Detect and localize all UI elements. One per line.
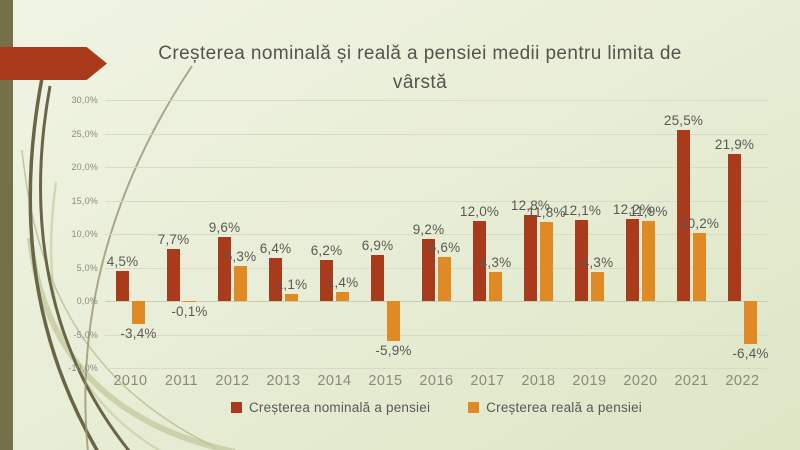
y-tick-label: 0,0% xyxy=(76,296,98,306)
bar-nominal-2012 xyxy=(218,236,231,301)
bar-nominal-2013 xyxy=(269,258,282,301)
data-label-nominal-2010: 4,5% xyxy=(106,253,139,269)
legend-item-nominal: Creșterea nominală a pensiei xyxy=(230,400,431,415)
data-label-real-2016: 6,6% xyxy=(428,239,461,255)
y-tick-label: -5,0% xyxy=(73,330,98,340)
bar-nominal-2017 xyxy=(473,220,486,301)
bar-nominal-2014 xyxy=(320,259,333,301)
gridline xyxy=(105,167,768,168)
data-label-real-2018: 11,8% xyxy=(527,204,566,220)
gridline xyxy=(105,234,768,235)
data-label-real-2015: -5,9% xyxy=(375,342,412,358)
x-axis-label-2020: 2020 xyxy=(623,373,658,389)
data-label-real-2017: 4,3% xyxy=(479,255,512,271)
bar-nominal-2011 xyxy=(167,249,180,301)
slide-title: Creșterea nominală și reală a pensiei me… xyxy=(158,43,682,93)
data-label-nominal-2015: 6,9% xyxy=(361,237,394,253)
bar-real-2015 xyxy=(387,301,400,341)
data-label-real-2011: -0,1% xyxy=(171,304,208,319)
data-label-nominal-2020: 12,2% xyxy=(612,202,653,218)
data-label-nominal-2018: 12,8% xyxy=(510,198,551,214)
legend-item-real: Creșterea reală a pensiei xyxy=(468,400,642,415)
y-tick-label: -10,0% xyxy=(68,363,98,373)
data-label-real-2014: 1,4% xyxy=(326,274,359,290)
x-axis-label-2010: 2010 xyxy=(113,373,148,389)
y-tick-label: 25,0% xyxy=(71,129,98,139)
data-label-nominal-2014: 6,2% xyxy=(310,242,343,258)
bar-nominal-2018 xyxy=(524,215,537,301)
bar-real-2011 xyxy=(183,301,196,302)
y-tick-label: 15,0% xyxy=(71,196,98,206)
gridline xyxy=(105,100,768,101)
left-accent-band xyxy=(0,0,13,450)
legend-label: Creșterea reală a pensiei xyxy=(486,400,643,415)
data-label-nominal-2016: 9,2% xyxy=(412,222,445,238)
bar-nominal-2022 xyxy=(728,154,741,301)
data-label-nominal-2013: 6,4% xyxy=(259,241,292,257)
data-label-nominal-2022: 21,9% xyxy=(714,137,755,153)
bar-real-2018 xyxy=(540,221,553,301)
legend-swatch-real xyxy=(468,402,480,413)
bar-real-2021 xyxy=(693,232,706,301)
bar-nominal-2015 xyxy=(371,254,384,301)
gridline-zero xyxy=(105,301,768,302)
data-label-nominal-2019: 12,1% xyxy=(561,202,602,218)
x-axis-label-2016: 2016 xyxy=(419,373,454,389)
legend-swatch-nominal xyxy=(230,402,242,413)
data-label-nominal-2021: 25,5% xyxy=(663,113,704,129)
bar-real-2010 xyxy=(132,301,145,324)
x-axis-label-2014: 2014 xyxy=(317,373,352,389)
data-label-real-2013: 1,1% xyxy=(275,276,308,292)
data-label-nominal-2012: 9,6% xyxy=(208,219,241,235)
data-label-real-2020: 11,9% xyxy=(629,204,668,220)
bar-nominal-2010 xyxy=(116,270,129,302)
chart-legend: Creșterea nominală a pensiei Creșterea re… xyxy=(105,400,768,415)
gridline xyxy=(105,368,768,369)
data-label-real-2021: 10,2% xyxy=(679,215,720,231)
x-axis-label-2015: 2015 xyxy=(368,373,403,389)
x-axis-label-2011: 2011 xyxy=(164,373,199,389)
gridline xyxy=(105,335,768,336)
bar-real-2014 xyxy=(336,291,349,301)
x-axis-label-2022: 2022 xyxy=(725,373,760,389)
gridline xyxy=(105,268,768,269)
y-tick-label: 20,0% xyxy=(71,162,98,172)
x-axis-label-2013: 2013 xyxy=(266,373,301,389)
y-tick-label: 10,0% xyxy=(71,229,98,239)
bar-real-2017 xyxy=(489,272,502,301)
bar-nominal-2016 xyxy=(422,239,435,301)
bar-real-2013 xyxy=(285,293,298,301)
bar-nominal-2021 xyxy=(677,130,690,301)
x-axis-label-2018: 2018 xyxy=(521,373,556,389)
y-tick-label: 30,0% xyxy=(71,95,98,105)
data-label-real-2022: -6,4% xyxy=(732,345,769,361)
x-axis-label-2021: 2021 xyxy=(674,373,709,389)
x-axis-label-2019: 2019 xyxy=(572,373,607,389)
bar-real-2016 xyxy=(438,256,451,301)
x-axis-label-2012: 2012 xyxy=(215,373,250,389)
bar-real-2020 xyxy=(642,221,655,301)
data-label-real-2019: 4,3% xyxy=(581,255,614,271)
bar-real-2012 xyxy=(234,265,247,301)
bar-real-2022 xyxy=(744,301,757,344)
data-label-nominal-2017: 12,0% xyxy=(459,203,500,219)
y-tick-label: 5,0% xyxy=(76,263,98,273)
x-axis-label-2017: 2017 xyxy=(470,373,505,389)
gridline xyxy=(105,201,768,202)
legend-label: Creșterea nominală a pensiei xyxy=(248,400,431,415)
bar-nominal-2020 xyxy=(626,219,639,301)
gridline xyxy=(105,134,768,135)
bar-real-2019 xyxy=(591,272,604,301)
data-label-real-2010: -3,4% xyxy=(120,325,157,341)
bar-nominal-2019 xyxy=(575,219,588,301)
